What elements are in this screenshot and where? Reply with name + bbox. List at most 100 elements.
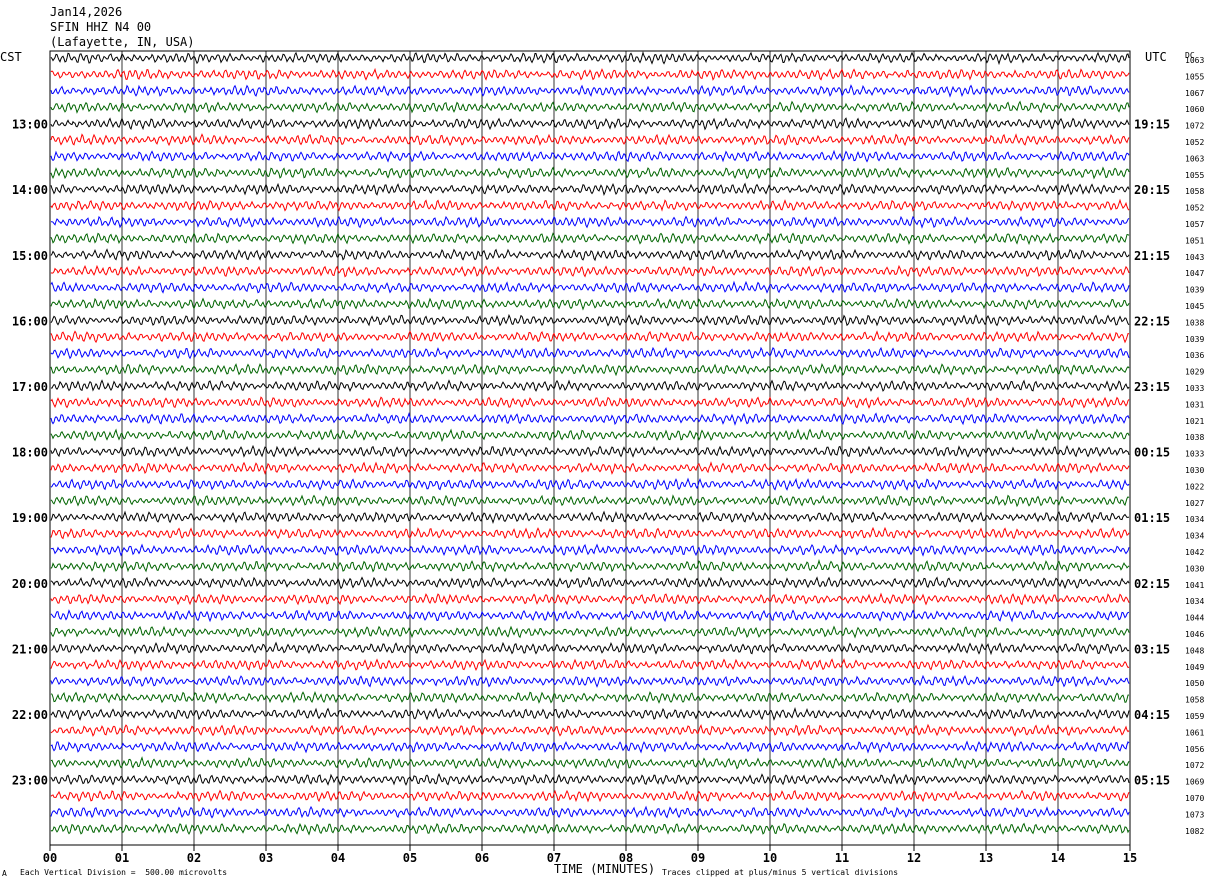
left-hour-label: 14:00 (12, 183, 48, 197)
dc-offset-label: 1039 (1185, 335, 1204, 344)
trace-line (50, 67, 1130, 81)
dc-offset-label: 1069 (1185, 778, 1204, 787)
dc-offset-label: 1073 (1185, 810, 1204, 819)
dc-offset-label: 1029 (1185, 368, 1204, 377)
trace-line (50, 641, 1130, 656)
left-hour-label: 19:00 (12, 511, 48, 525)
left-hour-label: 20:00 (12, 577, 48, 591)
left-hour-label: 22:00 (12, 708, 48, 722)
trace-line (50, 526, 1130, 540)
trace-line (50, 592, 1130, 606)
dc-label: DC (1185, 51, 1195, 60)
x-tick-label: 12 (907, 851, 921, 865)
dc-offset-label: 1027 (1185, 499, 1204, 508)
dc-offset-label: 1033 (1185, 384, 1204, 393)
trace-line (50, 182, 1130, 196)
trace-line (50, 625, 1130, 639)
trace-line (50, 494, 1130, 508)
trace-line (50, 740, 1130, 754)
left-hour-label: 17:00 (12, 380, 48, 394)
right-hour-label: 05:15 (1134, 774, 1170, 788)
dc-offset-label: 1034 (1185, 597, 1204, 606)
dc-offset-label: 1043 (1185, 253, 1204, 262)
trace-line (50, 576, 1130, 590)
x-tick-label: 08 (619, 851, 633, 865)
right-hour-label: 01:15 (1134, 511, 1170, 525)
trace-line (50, 166, 1130, 180)
dc-offset-label: 1051 (1185, 236, 1204, 245)
left-hour-label: 13:00 (12, 118, 48, 132)
trace-line (50, 609, 1130, 623)
dc-offset-label: 1030 (1185, 564, 1204, 573)
left-axis-title: CST (0, 50, 22, 64)
dc-offset-label: 1063 (1185, 154, 1204, 163)
trace-line (50, 805, 1130, 819)
trace-line (50, 674, 1130, 688)
left-hour-label: 21:00 (12, 642, 48, 656)
trace-line (50, 428, 1130, 443)
right-hour-label: 23:15 (1134, 380, 1170, 394)
dc-offset-label: 1058 (1185, 187, 1204, 196)
x-tick-label: 04 (331, 851, 345, 865)
dc-offset-label: 1082 (1185, 827, 1204, 836)
x-tick-label: 02 (187, 851, 201, 865)
clip-note: Traces clipped at plus/minus 5 vertical … (662, 868, 899, 877)
dc-offset-label: 1057 (1185, 220, 1204, 229)
x-tick-label: 07 (547, 851, 561, 865)
trace-line (50, 772, 1130, 786)
dc-offset-label: 1072 (1185, 761, 1204, 770)
dc-offset-label: 1031 (1185, 400, 1204, 409)
dc-offset-label: 1059 (1185, 712, 1204, 721)
dc-offset-label: 1038 (1185, 433, 1204, 442)
trace-line (50, 412, 1130, 426)
trace-line (50, 84, 1130, 98)
right-hour-label: 00:15 (1134, 446, 1170, 460)
dc-offset-label: 1070 (1185, 794, 1204, 803)
x-tick-label: 15 (1123, 851, 1137, 865)
dc-offset-label: 1039 (1185, 286, 1204, 295)
x-axis-label: TIME (MINUTES) (554, 862, 656, 876)
dc-offset-label: 1050 (1185, 679, 1204, 688)
dc-offset-label: 1052 (1185, 204, 1204, 213)
trace-line (50, 379, 1130, 392)
x-tick-label: 06 (475, 851, 489, 865)
trace-line (50, 100, 1130, 114)
right-hour-label: 21:15 (1134, 249, 1170, 263)
trace-line (50, 789, 1130, 803)
dc-offset-label: 1034 (1185, 532, 1204, 541)
right-hour-label: 04:15 (1134, 708, 1170, 722)
x-tick-label: 03 (259, 851, 273, 865)
dc-offset-label: 1052 (1185, 138, 1204, 147)
dc-offset-label: 1045 (1185, 302, 1204, 311)
x-tick-label: 01 (115, 851, 129, 865)
trace-line (50, 50, 1130, 66)
dc-offset-label: 1022 (1185, 482, 1204, 491)
dc-offset-label: 1042 (1185, 548, 1204, 557)
trace-line (50, 330, 1130, 344)
trace-line (50, 313, 1130, 327)
x-tick-label: 10 (763, 851, 777, 865)
trace-line (50, 396, 1130, 409)
dc-offset-label: 1072 (1185, 122, 1204, 131)
x-tick-label: 14 (1051, 851, 1065, 865)
dc-offset-label: 1044 (1185, 614, 1204, 623)
left-hour-label: 18:00 (12, 446, 48, 460)
x-tick-label: 05 (403, 851, 417, 865)
trace-line (50, 133, 1130, 147)
dc-offset-label: 1067 (1185, 89, 1204, 98)
dc-offset-label: 1036 (1185, 351, 1204, 360)
trace-line (50, 477, 1130, 491)
left-hour-label: 15:00 (12, 249, 48, 263)
trace-line (50, 510, 1129, 524)
right-hour-label: 20:15 (1134, 183, 1170, 197)
trace-line (50, 559, 1130, 573)
dc-offset-label: 1055 (1185, 171, 1204, 180)
trace-line (50, 363, 1130, 377)
dc-offset-label: 1030 (1185, 466, 1204, 475)
right-hour-label: 19:15 (1134, 118, 1170, 132)
trace-line (50, 822, 1130, 836)
dc-offset-label: 1021 (1185, 417, 1204, 426)
dc-offset-label: 1058 (1185, 696, 1204, 705)
right-hour-label: 03:15 (1134, 642, 1170, 656)
dc-offset-label: 1060 (1185, 105, 1204, 114)
